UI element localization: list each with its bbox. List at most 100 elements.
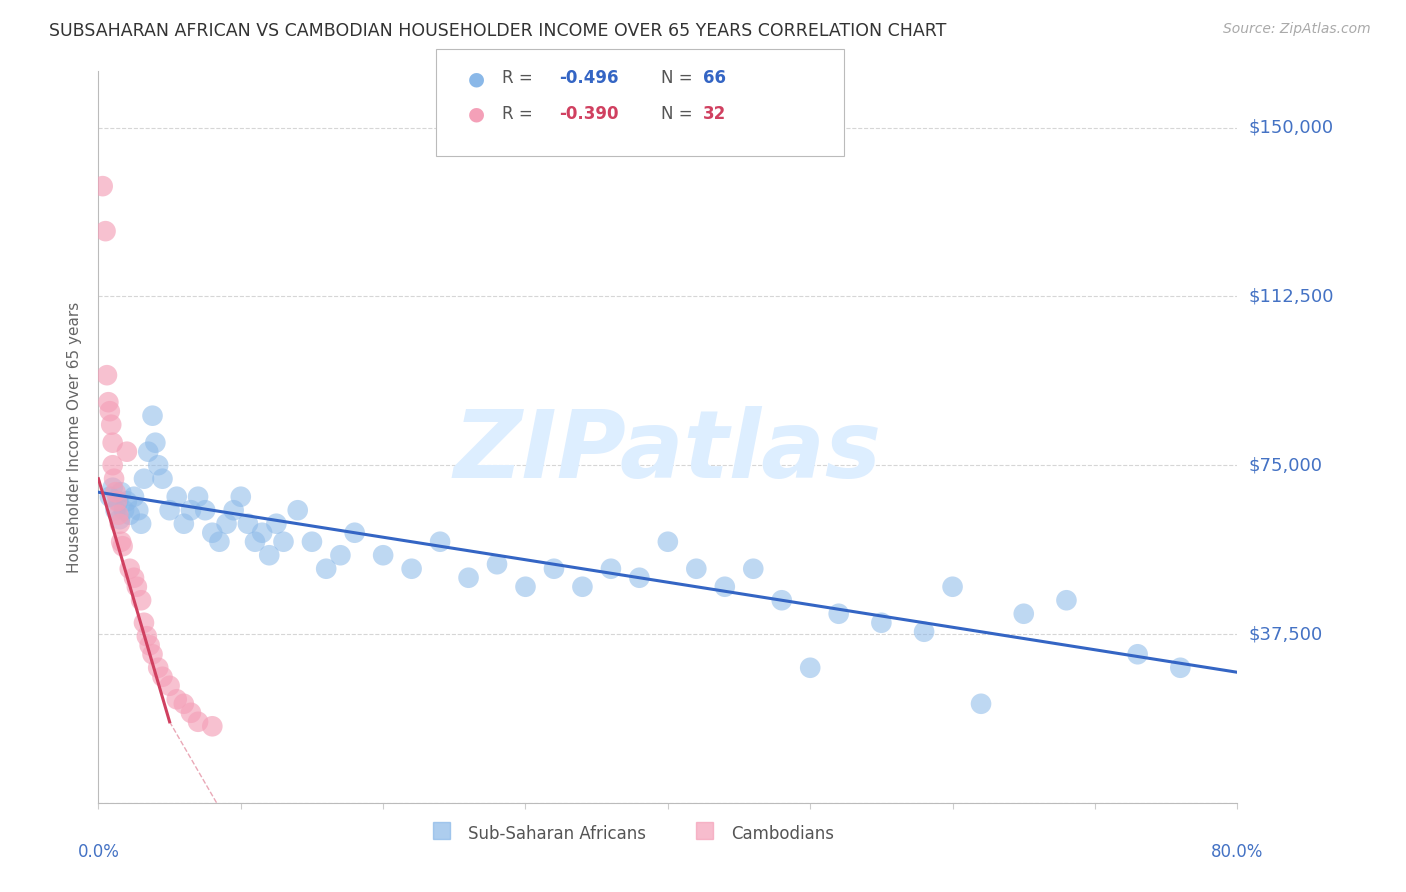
Point (101, 435, 124, 450)
Point (401, 562, 423, 576)
Text: -0.390: -0.390 (560, 105, 619, 123)
Point (259, 548, 281, 562)
Point (1012, 607, 1035, 621)
Text: ●: ● (468, 69, 485, 88)
Point (828, 607, 851, 621)
Text: 66: 66 (703, 70, 725, 87)
Point (180, 503, 202, 517)
Point (1126, 647, 1149, 661)
Point (105, 494, 128, 508)
Point (108, 512, 131, 526)
Point (266, 516, 288, 531)
Text: Source: ZipAtlas.com: Source: ZipAtlas.com (1223, 22, 1371, 37)
Text: -0.496: -0.496 (560, 70, 619, 87)
Point (108, 516, 131, 531)
Point (173, 516, 195, 531)
Point (208, 534, 231, 549)
Point (122, 490, 145, 504)
Text: SUBSAHARAN AFRICAN VS CAMBODIAN HOUSEHOLDER INCOME OVER 65 YEARS CORRELATION CHA: SUBSAHARAN AFRICAN VS CAMBODIAN HOUSEHOL… (49, 22, 946, 40)
Point (301, 534, 323, 549)
Point (115, 494, 138, 508)
Text: $112,500: $112,500 (1249, 287, 1334, 305)
Point (129, 516, 152, 531)
Text: 80.0%: 80.0% (1211, 843, 1264, 861)
Point (571, 580, 593, 594)
Point (118, 508, 141, 522)
Point (229, 490, 252, 504)
Point (152, 670, 174, 684)
Point (104, 485, 127, 500)
Point (166, 692, 188, 706)
Point (136, 444, 159, 458)
Point (315, 562, 337, 576)
Point (110, 534, 132, 549)
Point (215, 516, 238, 531)
Point (115, 444, 138, 458)
Point (91, 179, 114, 194)
Point (166, 490, 188, 504)
Point (111, 539, 134, 553)
Point (138, 638, 160, 652)
Point (152, 472, 174, 486)
Point (107, 494, 129, 508)
Text: N =: N = (661, 70, 697, 87)
Legend: Sub-Saharan Africans, Cambodians: Sub-Saharan Africans, Cambodians (426, 818, 841, 849)
Point (201, 719, 224, 733)
Text: R =: R = (502, 70, 538, 87)
Point (429, 534, 451, 549)
Point (103, 472, 125, 486)
Text: ZIPatlas: ZIPatlas (454, 406, 882, 498)
Point (770, 593, 793, 607)
Point (273, 534, 295, 549)
Point (94, 224, 117, 238)
Text: ●: ● (468, 104, 485, 124)
Point (141, 409, 163, 423)
Point (628, 571, 651, 585)
Point (173, 697, 195, 711)
Point (180, 706, 202, 720)
Point (1170, 661, 1192, 675)
Point (145, 435, 167, 450)
Point (132, 472, 155, 486)
Point (97, 395, 120, 409)
Point (129, 593, 152, 607)
Point (112, 503, 135, 517)
Point (799, 661, 821, 675)
Point (148, 458, 170, 473)
Point (742, 562, 765, 576)
Point (912, 624, 935, 639)
Point (236, 516, 259, 531)
Point (98, 404, 121, 418)
Point (942, 580, 965, 594)
Point (371, 548, 394, 562)
Point (457, 571, 479, 585)
Point (201, 525, 224, 540)
Point (222, 503, 245, 517)
Point (159, 679, 181, 693)
Point (122, 571, 145, 585)
Point (187, 490, 209, 504)
Text: $150,000: $150,000 (1249, 119, 1333, 136)
Point (329, 548, 352, 562)
Point (127, 503, 149, 517)
Point (96, 368, 118, 383)
Point (98, 490, 121, 504)
Point (515, 580, 537, 594)
Text: 0.0%: 0.0% (77, 843, 120, 861)
Point (486, 558, 509, 572)
Point (132, 615, 155, 630)
Point (250, 525, 273, 540)
Point (100, 417, 122, 432)
Text: $37,500: $37,500 (1249, 625, 1323, 643)
Point (187, 714, 209, 729)
Point (685, 562, 707, 576)
Text: R =: R = (502, 105, 538, 123)
Text: 32: 32 (703, 105, 727, 123)
Point (141, 647, 163, 661)
Point (159, 503, 181, 517)
Point (101, 458, 124, 473)
Point (714, 580, 737, 594)
Point (135, 629, 157, 643)
Point (287, 503, 309, 517)
Point (543, 562, 565, 576)
